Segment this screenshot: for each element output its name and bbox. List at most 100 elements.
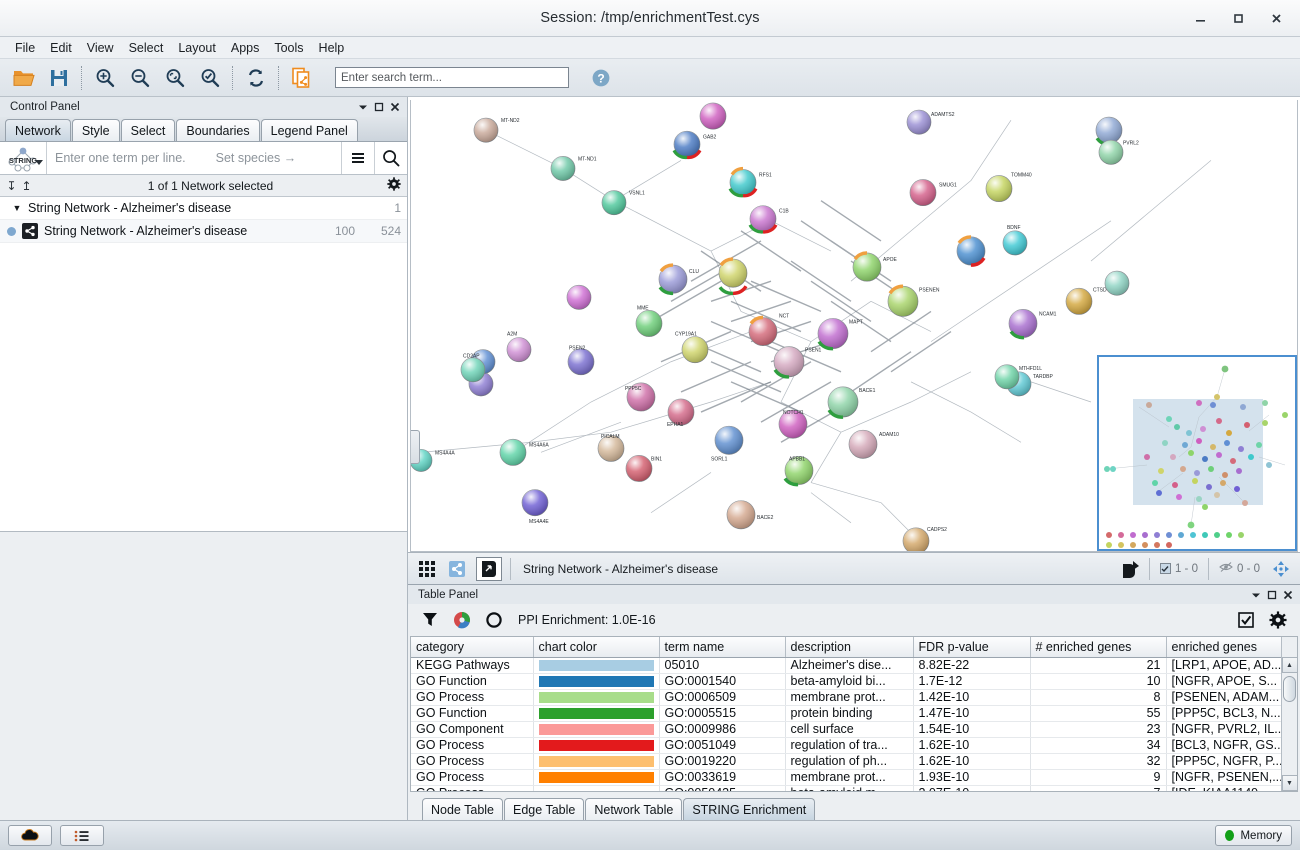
zoom-fit-icon[interactable] — [157, 61, 192, 95]
memory-status-button[interactable]: Memory — [1215, 825, 1292, 846]
table-row[interactable]: GO Function GO:0001540 beta-amyloid bi..… — [411, 673, 1281, 690]
table-row[interactable]: GO Component GO:0009986 cell surface 1.5… — [411, 721, 1281, 738]
table-row[interactable]: GO Process GO:0033619 membrane prot... 1… — [411, 769, 1281, 786]
network-overview-navigator[interactable] — [1097, 355, 1297, 551]
control-panel-dropdown-icon[interactable] — [355, 99, 371, 115]
cell-description: regulation of ph... — [785, 753, 914, 770]
network-node: SORL1 — [711, 425, 744, 462]
column-description[interactable]: description — [785, 637, 914, 658]
column-enriched-genes[interactable]: enriched genes — [1166, 637, 1281, 658]
scroll-up-arrow-icon[interactable]: ▲ — [1281, 657, 1297, 673]
table-panel-float-icon[interactable] — [1264, 587, 1280, 603]
open-session-icon[interactable] — [6, 61, 41, 95]
list-icon[interactable] — [60, 825, 104, 846]
svg-text:BDNF: BDNF — [1007, 225, 1021, 231]
tab-network[interactable]: Network — [5, 119, 71, 141]
tree-row-network[interactable]: String Network - Alzheimer's disease 100… — [0, 220, 407, 243]
checkbox-icon[interactable] — [1230, 606, 1262, 634]
hamburger-menu-icon[interactable] — [341, 142, 374, 174]
menu-select[interactable]: Select — [128, 40, 164, 55]
table-vertical-scrollbar[interactable]: ▲ ▼ — [1281, 637, 1297, 791]
save-session-icon[interactable] — [41, 61, 76, 95]
string-query-input[interactable]: Enter one term per line. Set species → — [46, 142, 341, 174]
share-view-icon[interactable] — [1115, 556, 1145, 582]
menu-view[interactable]: View — [86, 40, 114, 55]
table-row[interactable]: GO Process GO:0019220 regulation of ph..… — [411, 753, 1281, 770]
tab-boundaries[interactable]: Boundaries — [176, 119, 260, 141]
grid-view-icon[interactable] — [412, 556, 442, 582]
table-row[interactable]: GO Process GO:0050435 beta-amyloid m... … — [411, 785, 1281, 791]
column-chart-color[interactable]: chart color — [533, 637, 660, 658]
network-canvas[interactable]: MT-ND2 MT-ND1 VSNL1 — [410, 100, 1298, 552]
collapse-all-icon[interactable]: ↧ — [6, 178, 17, 193]
refresh-icon[interactable] — [238, 61, 273, 95]
export-network-icon[interactable] — [284, 61, 319, 95]
string-logo-icon[interactable]: STRING — [0, 142, 46, 174]
expand-all-icon[interactable]: ↥ — [21, 178, 32, 193]
close-icon[interactable] — [1258, 5, 1294, 33]
minimize-icon[interactable] — [1182, 5, 1218, 33]
network-node: A2M — [506, 332, 532, 363]
control-panel-float-icon[interactable] — [371, 99, 387, 115]
network-list-view-icon[interactable] — [442, 556, 472, 582]
donut-chart-icon[interactable] — [478, 606, 510, 634]
menu-apps[interactable]: Apps — [230, 40, 260, 55]
menu-layout[interactable]: Layout — [178, 40, 216, 55]
tab-select[interactable]: Select — [120, 119, 176, 141]
gear-icon[interactable] — [1262, 606, 1294, 634]
svg-text:MT-ND2: MT-ND2 — [501, 118, 520, 124]
column-fdr-pvalue[interactable]: FDR p-value — [913, 637, 1031, 658]
fit-content-icon[interactable] — [1266, 556, 1296, 582]
tab-edge-table[interactable]: Edge Table — [504, 798, 585, 820]
network-settings-gear-icon[interactable] — [387, 177, 401, 194]
menu-file[interactable]: File — [15, 40, 36, 55]
cell-term-name: GO:0009986 — [659, 721, 786, 738]
svg-text:PSENEN: PSENEN — [919, 287, 940, 293]
help-icon[interactable]: ? — [583, 61, 618, 95]
cell-chart-color — [533, 657, 660, 674]
hidden-nodes-counter[interactable]: 0 - 0 — [1213, 561, 1266, 576]
table-row[interactable]: GO Process GO:0006509 membrane prot... 1… — [411, 689, 1281, 706]
search-icon[interactable] — [374, 142, 407, 174]
column-term-name[interactable]: term name — [659, 637, 786, 658]
tab-legend-panel[interactable]: Legend Panel — [260, 119, 358, 141]
set-species-link[interactable]: Set species → — [215, 151, 297, 165]
scroll-down-arrow-icon[interactable]: ▼ — [1281, 775, 1297, 791]
tree-row-root[interactable]: ▼ String Network - Alzheimer's disease 1 — [0, 197, 407, 220]
detach-view-icon[interactable] — [476, 556, 502, 581]
menu-edit[interactable]: Edit — [50, 40, 72, 55]
network-tree: ▼ String Network - Alzheimer's disease 1 — [0, 197, 407, 532]
scrollbar-thumb[interactable] — [1283, 676, 1296, 702]
control-panel-close-icon[interactable] — [387, 99, 403, 115]
panel-splitter-handle[interactable] — [411, 430, 420, 464]
table-row[interactable]: GO Function GO:0005515 protein binding 1… — [411, 705, 1281, 722]
cell-fdr: 1.54E-10 — [913, 721, 1031, 738]
tab-style[interactable]: Style — [71, 119, 120, 141]
zoom-in-icon[interactable] — [87, 61, 122, 95]
string-dropdown-icon[interactable] — [35, 160, 43, 165]
table-panel-dropdown-icon[interactable] — [1248, 587, 1264, 603]
table-panel-close-icon[interactable] — [1280, 587, 1296, 603]
cloud-icon[interactable] — [8, 825, 52, 846]
zoom-out-icon[interactable] — [122, 61, 157, 95]
pie-chart-icon[interactable] — [446, 606, 478, 634]
tab-node-table[interactable]: Node Table — [422, 798, 504, 820]
tree-expand-arrow-icon[interactable]: ▼ — [12, 203, 22, 213]
navigator-viewport[interactable] — [1133, 399, 1263, 505]
selected-nodes-counter[interactable]: 1 - 0 — [1154, 563, 1204, 575]
column-enriched-gene-count[interactable]: # enriched genes — [1030, 637, 1167, 658]
maximize-icon[interactable] — [1220, 5, 1256, 33]
tab-network-table[interactable]: Network Table — [585, 798, 683, 820]
column-category[interactable]: category — [411, 637, 534, 658]
zoom-selected-icon[interactable] — [192, 61, 227, 95]
cell-count: 23 — [1030, 721, 1167, 738]
menu-tools[interactable]: Tools — [274, 40, 304, 55]
search-input[interactable]: Enter search term... — [335, 67, 569, 88]
menu-help[interactable]: Help — [318, 40, 345, 55]
svg-text:BACE1: BACE1 — [859, 388, 876, 394]
tab-string-enrichment[interactable]: STRING Enrichment — [683, 798, 816, 820]
filter-icon[interactable] — [414, 606, 446, 634]
cell-genes: [PPP5C, NGFR, P... — [1166, 753, 1281, 770]
table-row[interactable]: GO Process GO:0051049 regulation of tra.… — [411, 737, 1281, 754]
table-row[interactable]: KEGG Pathways 05010 Alzheimer's dise... … — [411, 657, 1281, 674]
